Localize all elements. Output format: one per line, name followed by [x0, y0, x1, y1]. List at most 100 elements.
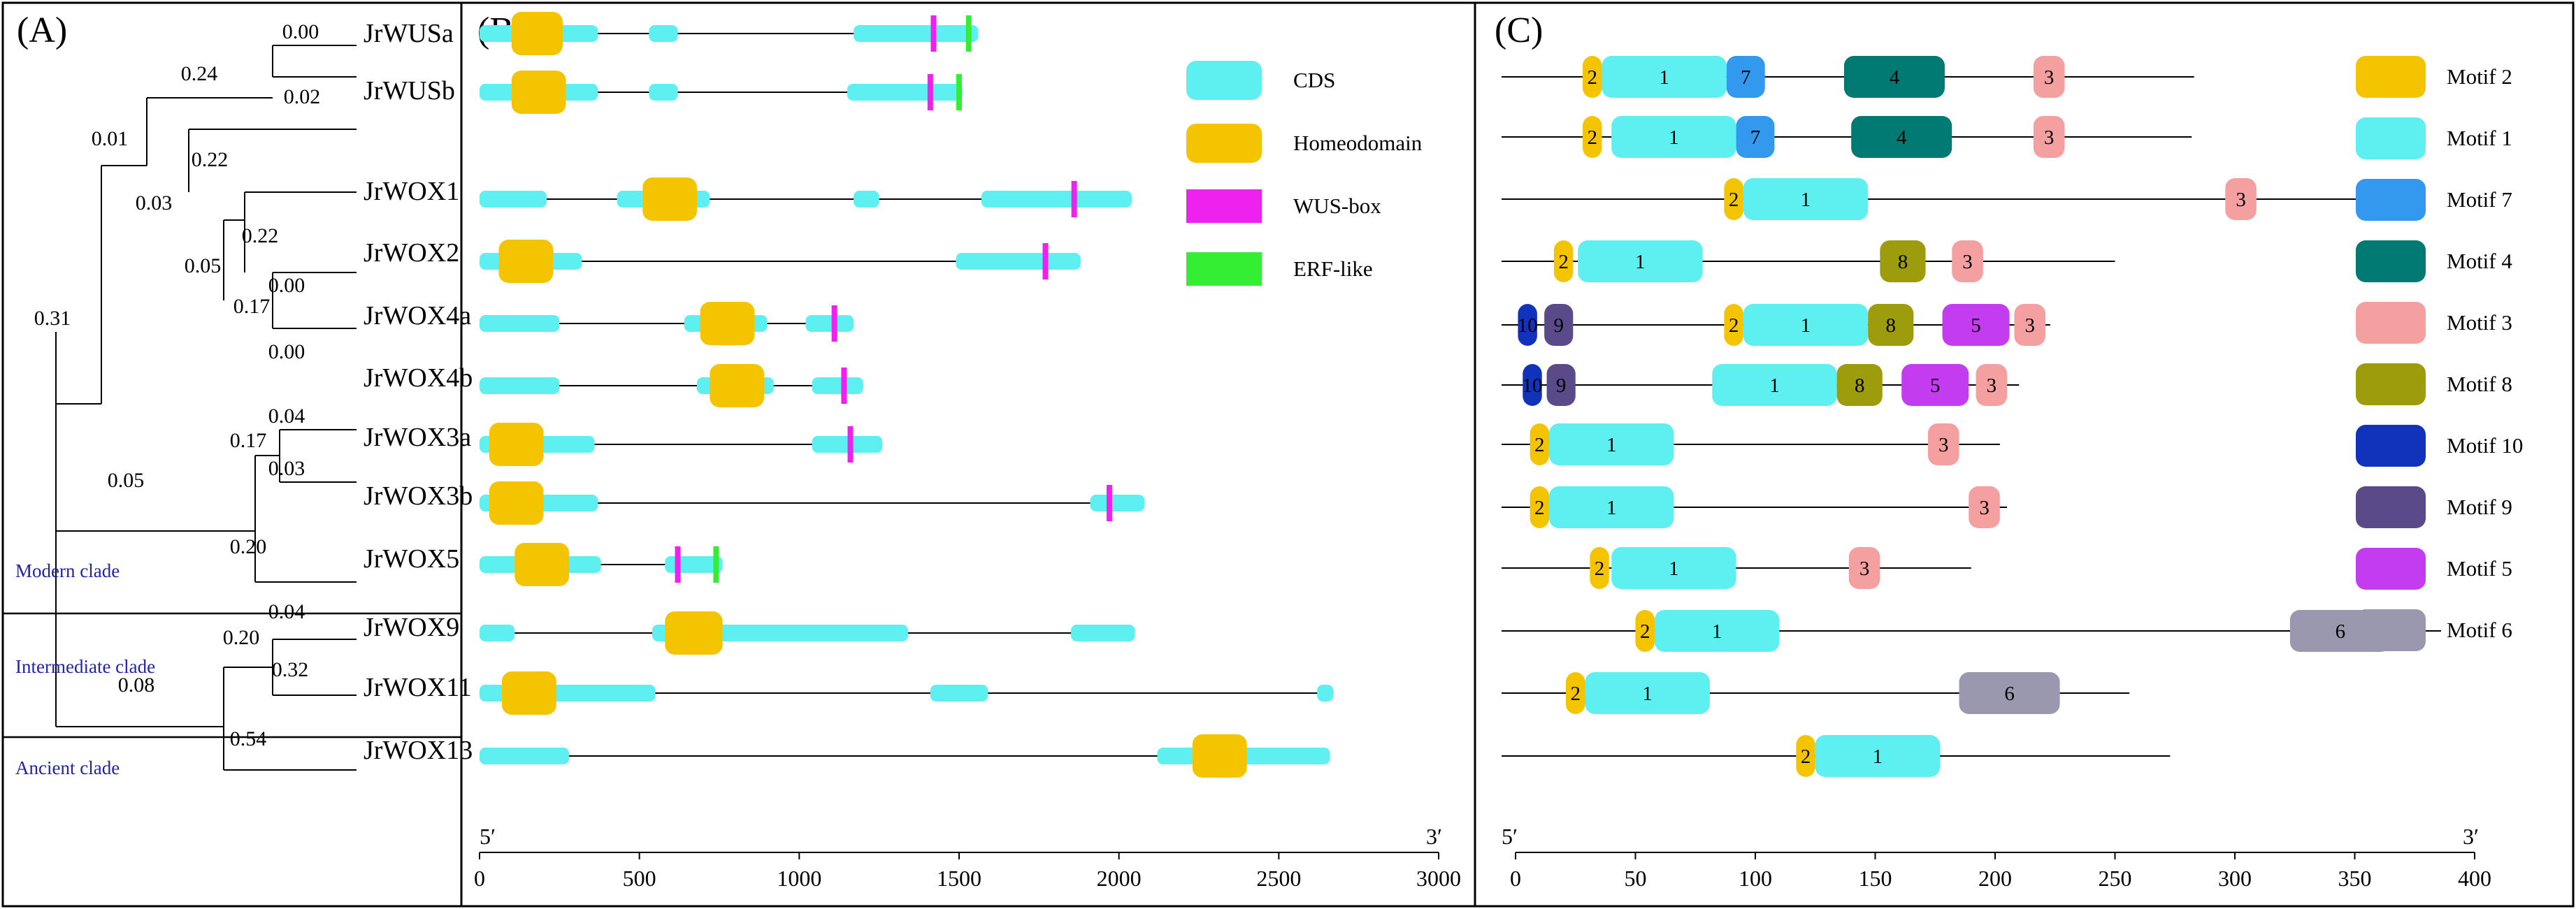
motif-number: 6 — [2004, 683, 2015, 705]
axis-b: 5′ 3′ 0 500 1000 1500 2000 2500 3000 — [474, 824, 1461, 891]
panel-label-c: (C) — [1495, 10, 1543, 50]
legend-c-label: Motif 1 — [2447, 126, 2512, 150]
motif-box — [1724, 178, 1743, 220]
axis-c-tick-label: 200 — [1978, 866, 2012, 891]
motif-box — [1602, 56, 1727, 98]
legend-c-swatch — [2356, 117, 2426, 159]
wus-box — [1106, 485, 1112, 521]
branch-length-label: 0.01 — [92, 127, 129, 150]
motif-number: 3 — [2044, 66, 2055, 89]
motif-box — [1959, 672, 2060, 714]
motif-box — [1901, 364, 1969, 406]
motif-box — [1712, 364, 1837, 406]
axis-b-tick-label: 1500 — [937, 866, 981, 891]
motif-box — [1530, 423, 1550, 465]
motif-box — [1836, 364, 1883, 406]
motif-box — [1851, 116, 1952, 158]
motif-box — [1815, 735, 1941, 777]
legend-c-swatch — [2356, 548, 2426, 590]
motif-number: 7 — [1741, 66, 1751, 89]
motif-box — [1868, 304, 1914, 346]
motif-box — [1726, 56, 1765, 98]
motif-box — [1518, 304, 1537, 346]
motif-box — [1743, 178, 1869, 220]
gene-labels: JrWUSa JrWUSb JrWOX1 JrWOX2 JrWOX4a JrWOX4b Jr… — [364, 19, 473, 765]
motif-number: 3 — [1979, 497, 1989, 519]
gene-label: JrWOX2 — [364, 238, 459, 268]
wus-box — [847, 426, 854, 463]
cds-exon — [812, 436, 883, 453]
motif-number: 3 — [1962, 251, 1973, 273]
homeodomain — [1192, 734, 1247, 778]
legend-b-label: CDS — [1293, 68, 1335, 92]
branch-length-label: 0.00 — [282, 20, 319, 43]
erf-like — [956, 74, 962, 110]
motif-number: 3 — [2236, 189, 2246, 211]
cds-exon — [847, 84, 963, 101]
cds-exon — [812, 377, 863, 394]
motif-box — [1880, 240, 1926, 282]
motif-structures: 2 1 7 4 3 2 1 7 4 3 2 1 3 2 1 8 3 10 9 2 1 8 5 3 10 9 1 8 5 3 2 1 3 2 1 3 2 1… — [1502, 56, 2441, 777]
branch-length-labels: 0.000.240.020.010.220.030.220.050.000.17… — [34, 20, 321, 750]
axis-c-tick-label: 0 — [1510, 866, 1521, 891]
cds-exon — [805, 315, 854, 332]
motif-number: 4 — [1890, 66, 1900, 89]
motif-box — [1654, 610, 1780, 652]
gene-label: JrWOX13 — [364, 736, 473, 765]
axis-c-tick-label: 50 — [1625, 866, 1647, 891]
motif-number: 10 — [1518, 314, 1538, 337]
tree-branches — [55, 45, 357, 771]
wus-box — [930, 15, 937, 52]
legend-c-swatch — [2356, 56, 2426, 98]
motif-box — [1952, 240, 1983, 282]
axis-c-5prime: 5′ — [1502, 824, 1518, 849]
branch-length-label: 0.03 — [136, 191, 173, 214]
cds-exon — [649, 25, 678, 42]
gene-label: JrWUSa — [364, 19, 454, 48]
motif-box — [1724, 304, 1743, 346]
branch-length-label: 0.22 — [192, 148, 229, 171]
motif-box — [1611, 116, 1736, 158]
axis-b-3prime: 3′ — [1426, 824, 1442, 849]
motif-number: 2 — [1595, 558, 1605, 580]
legend-b-label: ERF-like — [1293, 256, 1373, 281]
cds-exon — [1090, 495, 1145, 511]
legend-b-label: WUS-box — [1293, 194, 1381, 218]
motif-number: 2 — [1729, 189, 1739, 211]
erf-like — [965, 15, 972, 52]
axis-b-tick-label: 3000 — [1416, 866, 1461, 891]
motif-box — [1583, 56, 1602, 98]
motif-number: 7 — [1750, 126, 1761, 149]
motif-number: 1 — [1606, 497, 1617, 519]
branch-length-label: 0.00 — [268, 274, 305, 297]
legend-c-swatch — [2356, 240, 2426, 282]
motif-number: 1 — [1669, 558, 1679, 580]
legend-c-swatch — [2356, 425, 2426, 467]
legend-c-label: Motif 7 — [2447, 187, 2512, 212]
motif-number: 1 — [1801, 314, 1811, 337]
motif-number: 1 — [1873, 746, 1883, 768]
motif-number: 8 — [1855, 374, 1865, 397]
wus-box — [1071, 181, 1077, 217]
gene-label: JrWOX3b — [364, 481, 473, 511]
motif-number: 2 — [1588, 126, 1598, 149]
legend-c-label: Motif 10 — [2447, 433, 2523, 458]
legend-b: CDS Homeodomain WUS-box ERF-like — [1186, 61, 1423, 286]
motif-number: 8 — [1898, 251, 1908, 273]
motif-number: 9 — [1556, 374, 1567, 397]
branch-length-label: 0.17 — [230, 429, 267, 452]
motif-box — [1566, 672, 1585, 714]
motif-number: 3 — [1938, 434, 1949, 456]
motif-number: 1 — [1712, 620, 1722, 643]
motif-box — [2033, 56, 2065, 98]
motif-box — [2014, 304, 2046, 346]
motif-number: 2 — [1640, 620, 1650, 643]
legend-c-label: Motif 2 — [2447, 64, 2512, 89]
gene-label: JrWOX5 — [364, 544, 459, 574]
motif-box — [1611, 547, 1736, 589]
branch-length-label: 0.05 — [108, 469, 145, 492]
legend-c-label: Motif 5 — [2447, 556, 2512, 581]
legend-b-swatch — [1186, 189, 1262, 223]
cds-exon — [981, 191, 1132, 208]
gene-label: JrWOX3a — [364, 423, 471, 452]
